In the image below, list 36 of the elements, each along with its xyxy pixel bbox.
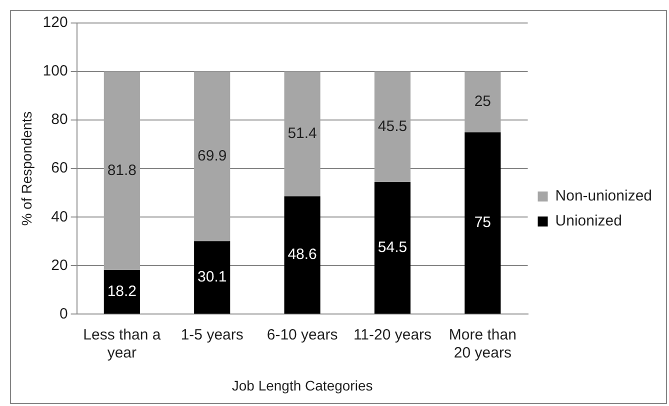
y-tick-label: 0 <box>59 305 68 322</box>
data-label: 25 <box>474 93 492 110</box>
data-label: 54.5 <box>378 238 408 256</box>
legend-label: Unionized <box>555 212 622 230</box>
data-label: 51.4 <box>288 125 317 142</box>
bar <box>284 196 320 314</box>
bar <box>284 72 320 196</box>
legend-label: Non-unionized <box>555 188 652 205</box>
x-tick-label: 6-10 years <box>266 326 338 344</box>
data-label: 75 <box>474 214 492 232</box>
bar <box>464 72 501 132</box>
x-axis-title: Job Length Categories <box>232 377 373 394</box>
data-label: 30.1 <box>198 268 227 286</box>
y-tick-label: 40 <box>51 208 68 226</box>
x-tick-label: Less than a year <box>83 326 162 362</box>
y-tick-label: 80 <box>51 111 68 128</box>
bar <box>374 182 411 314</box>
data-label: 81.8 <box>107 162 137 179</box>
bar <box>464 132 501 314</box>
y-axis-title: % of Respondents <box>18 111 34 226</box>
x-tick-label: More than 20 years <box>448 326 516 362</box>
x-tick-label: 11-20 years <box>353 326 432 344</box>
bar <box>194 241 230 314</box>
bar <box>194 72 230 242</box>
data-label: 69.9 <box>198 147 227 164</box>
y-tick-label: 20 <box>51 256 68 274</box>
y-tick-label: 60 <box>51 160 68 177</box>
x-tick-label: 1-5 years <box>180 326 244 344</box>
bar <box>374 72 411 182</box>
bar <box>104 72 140 270</box>
y-tick-label: 120 <box>42 14 68 32</box>
bar <box>104 270 140 314</box>
data-label: 48.6 <box>288 246 317 264</box>
y-tick-label: 100 <box>42 62 68 80</box>
data-label: 45.5 <box>378 118 408 135</box>
data-label: 18.2 <box>107 283 137 300</box>
